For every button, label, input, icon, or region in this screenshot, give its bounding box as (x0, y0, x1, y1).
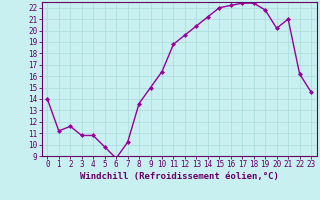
X-axis label: Windchill (Refroidissement éolien,°C): Windchill (Refroidissement éolien,°C) (80, 172, 279, 181)
